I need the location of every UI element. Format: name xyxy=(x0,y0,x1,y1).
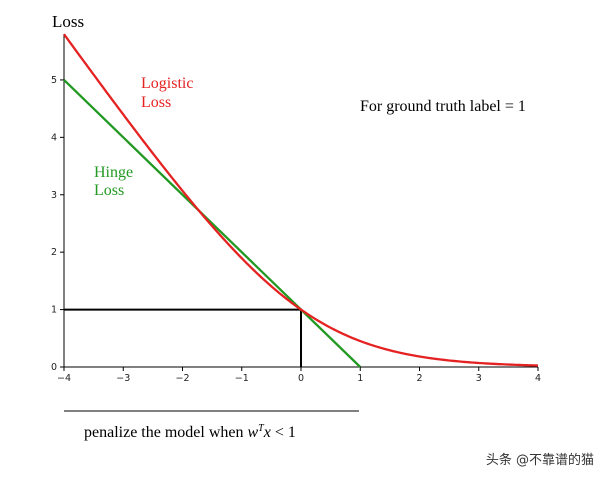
logistic-loss-line xyxy=(63,33,539,367)
ground-truth-note: For ground truth label = 1 xyxy=(360,98,526,115)
hinge-loss-line xyxy=(63,79,362,368)
penalty-annotation: penalize the model when wTx < 1 xyxy=(84,423,296,441)
x-tick-label: 2 xyxy=(416,373,422,384)
watermark: 头条 @不靠谱的猫 xyxy=(485,453,594,468)
x-tick-label: −1 xyxy=(235,373,249,384)
x-tick-label: 3 xyxy=(476,373,482,384)
hinge-label-line2: Loss xyxy=(94,182,124,199)
x-tick-label: −2 xyxy=(175,373,189,384)
y-tick-label: 1 xyxy=(51,305,57,316)
ticks: −4 −3 −2 −1 0 1 2 3 4 0 1 2 3 4 5 xyxy=(51,75,541,384)
math-w: w xyxy=(248,424,259,441)
y-tick-label: 0 xyxy=(51,362,57,373)
penalty-text: penalize the model when xyxy=(84,424,248,441)
y-tick-label: 5 xyxy=(51,75,57,86)
logistic-label-line1: Logistic xyxy=(141,75,193,92)
math-T: T xyxy=(258,423,265,434)
math-rest: < 1 xyxy=(271,424,296,441)
series xyxy=(63,33,539,368)
y-axis-label: Loss xyxy=(52,12,84,31)
x-tick-label: 0 xyxy=(298,373,304,384)
x-tick-label: 4 xyxy=(535,373,541,384)
math-x: x xyxy=(263,424,271,441)
x-tick-label: −3 xyxy=(116,373,130,384)
y-tick-label: 2 xyxy=(51,247,57,258)
x-tick-label: −4 xyxy=(57,373,71,384)
x-tick-label: 1 xyxy=(357,373,363,384)
y-tick-label: 4 xyxy=(51,132,57,143)
hinge-label-line1: Hinge xyxy=(94,164,133,181)
logistic-label-line2: Loss xyxy=(141,94,171,111)
y-tick-label: 3 xyxy=(51,190,57,201)
